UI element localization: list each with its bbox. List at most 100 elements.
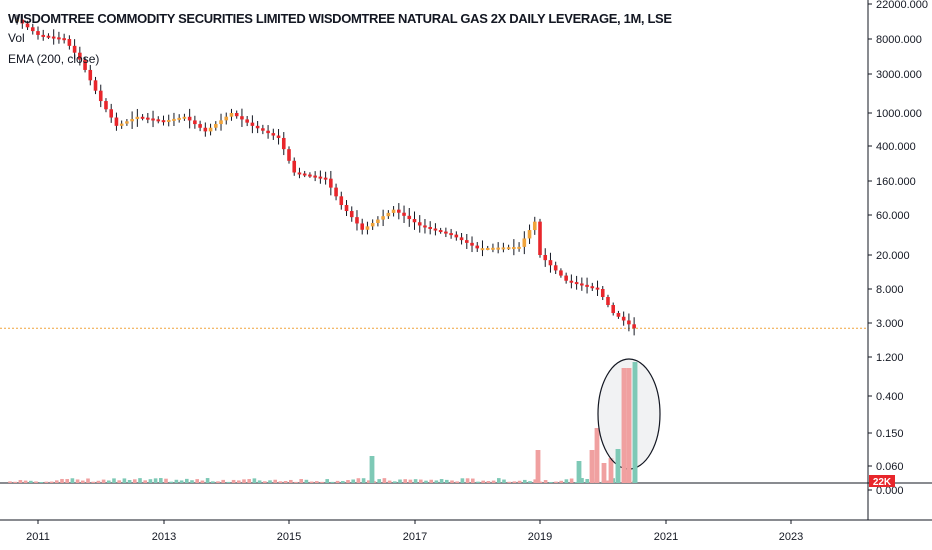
volume-bar <box>13 481 17 483</box>
candle-body <box>250 122 255 126</box>
volume-bar <box>434 480 439 483</box>
candle-body <box>281 137 286 150</box>
candle-body <box>72 45 77 53</box>
candle-body <box>30 27 35 32</box>
volume-bar <box>34 481 38 483</box>
candle-body <box>538 221 542 255</box>
volume-value-badge <box>869 475 895 487</box>
candle-body <box>182 116 187 119</box>
candle-body <box>135 116 140 120</box>
volume-bar <box>476 481 480 483</box>
candle-body <box>423 225 427 228</box>
candle-body <box>166 119 171 122</box>
candle-body <box>302 173 307 176</box>
candle-body <box>57 37 61 40</box>
volume-bar <box>231 479 236 483</box>
candle-body <box>381 216 385 220</box>
volume-bar <box>580 478 584 483</box>
volume-bar <box>221 479 225 483</box>
volume-bar <box>91 481 95 483</box>
candle-body <box>349 211 354 218</box>
volume-bar <box>424 480 428 483</box>
candle-body <box>475 245 480 249</box>
volume-bar <box>252 478 257 483</box>
candle-body <box>412 219 417 223</box>
candle-body <box>611 305 616 314</box>
candle-body <box>78 52 82 60</box>
volume-bar <box>122 478 127 483</box>
volume-bar <box>8 481 12 483</box>
volume-bar <box>159 478 163 483</box>
volume-bar <box>594 428 600 483</box>
volume-value-label: 22K <box>873 477 892 488</box>
candle-body <box>485 247 490 250</box>
candle-body <box>25 23 30 28</box>
candle-body <box>93 80 98 91</box>
volume-bar <box>29 480 33 483</box>
candle-body <box>62 38 66 41</box>
candle-body <box>438 230 443 233</box>
volume-bar <box>18 480 23 483</box>
y-tick-label: 0.400 <box>876 391 904 403</box>
volume-bar <box>403 479 407 483</box>
volume-bar <box>398 479 402 483</box>
volume-bar <box>517 480 522 483</box>
volume-bar <box>101 479 106 483</box>
candle-body <box>255 125 260 129</box>
candle-body <box>339 196 344 206</box>
candle-body <box>543 255 548 261</box>
y-tick-label: 1.200 <box>876 352 904 364</box>
volume-bar <box>164 478 168 483</box>
candle-body <box>292 160 297 173</box>
volume-bar <box>179 480 184 483</box>
candle-body <box>559 270 563 276</box>
y-tick-label: 0.000 <box>876 485 904 497</box>
volume-bar <box>361 478 366 483</box>
candle-body <box>506 247 511 250</box>
volume-bar <box>367 480 371 483</box>
candle-body <box>522 238 527 247</box>
legend-volume: Vol <box>8 31 25 45</box>
volume-bar <box>127 480 132 483</box>
candle-body <box>213 124 218 128</box>
candle-body <box>386 212 391 217</box>
candle-body <box>104 101 108 110</box>
candle-body <box>203 127 208 132</box>
y-tick-label: 22000.000 <box>876 0 928 11</box>
candle-body <box>313 175 317 178</box>
volume-bar <box>528 481 532 483</box>
volume-bar <box>304 479 309 483</box>
candle-body <box>621 316 626 321</box>
candle-body <box>219 120 223 125</box>
volume-bar <box>564 479 569 483</box>
volume-bar <box>569 478 574 483</box>
candle-body <box>119 123 124 126</box>
volume-bar <box>445 479 449 483</box>
volume-bar <box>70 478 75 483</box>
y-tick-label: 1000.000 <box>876 108 922 120</box>
volume-bar <box>107 480 111 483</box>
candle-body <box>20 19 25 24</box>
candle-body <box>444 231 448 234</box>
candle-body <box>569 280 574 283</box>
volume-bar <box>247 479 251 483</box>
volume-bar <box>621 368 627 483</box>
volume-bar <box>626 368 632 483</box>
y-tick-label: 3000.000 <box>876 69 922 81</box>
volume-bar <box>387 480 392 483</box>
candle-body <box>266 130 270 134</box>
candle-body <box>234 113 239 117</box>
volume-bar <box>294 481 298 483</box>
candle-body <box>464 240 469 243</box>
volume-bar <box>393 481 397 483</box>
x-tick-label: 2019 <box>528 531 552 543</box>
volume-bar <box>377 479 381 483</box>
candle-body <box>193 120 197 125</box>
candle-body <box>334 187 338 197</box>
candle-body <box>433 228 438 231</box>
volume-bar <box>408 479 413 483</box>
volume-bar <box>335 480 340 483</box>
candle-body <box>616 313 621 317</box>
candle-body <box>574 282 579 285</box>
candle-body <box>240 116 244 120</box>
